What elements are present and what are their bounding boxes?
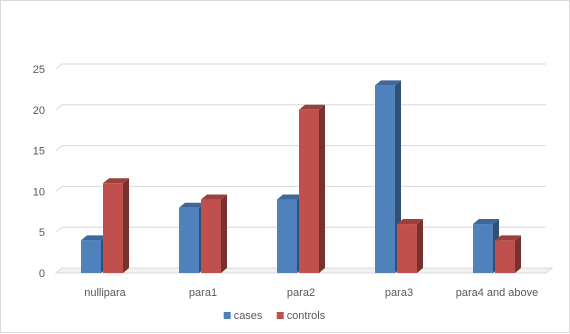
bar-top-cases-para1 [179,202,205,208]
bar-side-controls-para1 [221,194,227,273]
bar-side-controls-para2 [319,104,325,273]
bar-top-cases-nullipara [81,235,107,241]
bar-cases-para1 [179,207,199,273]
gridline-slant [55,186,63,192]
bar-side-controls-para4 and above [515,235,521,273]
y-tick-label: 5 [39,227,45,239]
x-tick-label: nullipara [84,287,126,299]
y-axis-ticks: 0 5 10 15 20 25 [33,64,45,280]
x-axis-ticks: nullipara para1 para2 para3 para4 and above [84,287,538,299]
bar-controls-para2 [299,109,319,273]
x-tick-label: para3 [385,287,413,299]
y-tick-label: 20 [33,105,45,117]
bar-cases-nullipara [81,240,101,273]
bar-top-cases-para2 [277,194,303,200]
bar-controls-nullipara [103,183,123,273]
bar-cases-para4 and above [473,224,493,273]
bars [81,80,521,273]
bar-top-controls-para2 [299,104,325,110]
bar-controls-para3 [397,224,417,273]
legend-swatch-cases [223,312,231,319]
bar-cases-para2 [277,199,297,273]
x-tick-label: para1 [189,287,217,299]
bar-top-controls-para4 and above [495,235,521,241]
bar-top-controls-nullipara [103,178,129,184]
legend-swatch-controls [276,312,284,319]
legend: cases controls [223,310,326,322]
bar-side-controls-nullipara [123,178,129,273]
bar-controls-para4 and above [495,240,515,273]
gridline-slant [55,145,63,151]
bar-top-controls-para3 [397,219,423,225]
bar-top-cases-para4 and above [473,219,499,225]
legend-label-controls: controls [287,310,326,322]
y-tick-label: 0 [39,268,45,280]
bar-top-controls-para1 [201,194,227,200]
gridline-slant [55,63,63,70]
y-tick-label: 15 [33,146,45,158]
y-tick-label: 25 [33,64,45,76]
y-tick-label: 10 [33,186,45,198]
gridline-slant [55,104,63,111]
bar-top-cases-para3 [375,80,401,86]
x-tick-label: para2 [287,287,315,299]
bar-cases-para3 [375,85,395,273]
bar-controls-para1 [201,199,221,273]
legend-label-cases: cases [234,310,263,322]
x-tick-label: para4 and above [456,287,539,299]
bar-side-controls-para3 [417,219,423,273]
gridline-slant [55,226,63,233]
